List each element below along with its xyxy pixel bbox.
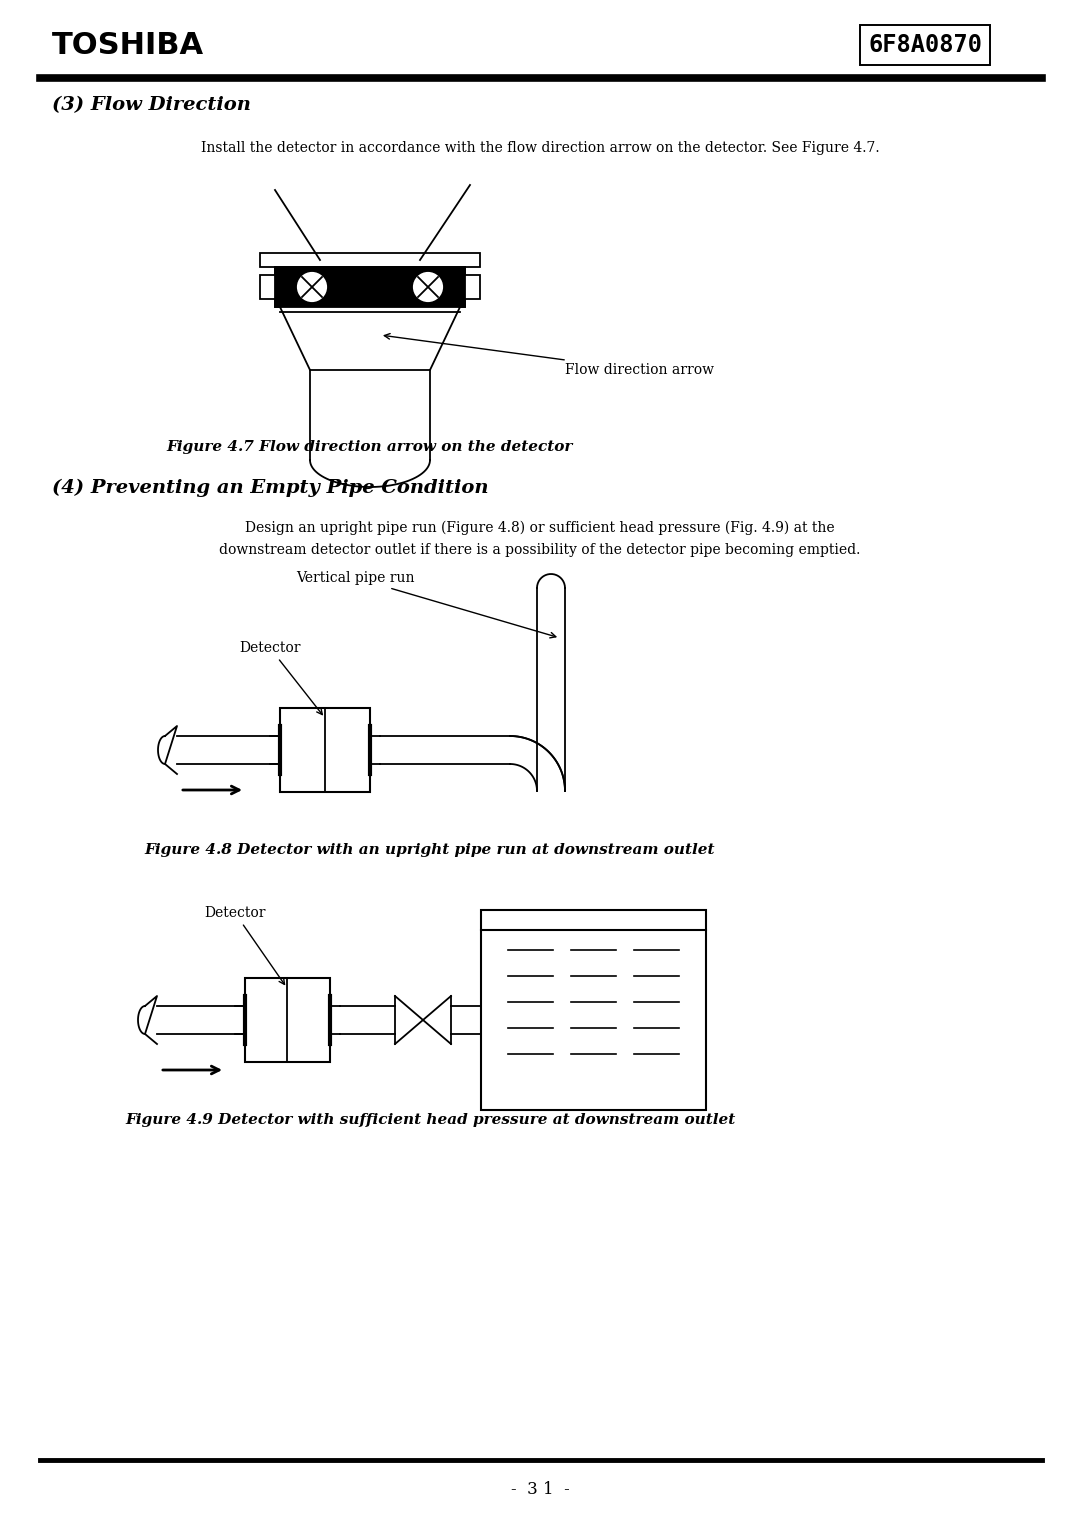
Text: Vertical pipe run: Vertical pipe run [297, 571, 556, 638]
Text: (3) Flow Direction: (3) Flow Direction [52, 96, 251, 115]
Bar [280, 709, 370, 793]
Text: Figure 4.7 Flow direction arrow on the detector: Figure 4.7 Flow direction arrow on the d… [166, 440, 573, 454]
Text: Detector: Detector [204, 906, 284, 985]
Text: Figure 4.8 Detector with an upright pipe run at downstream outlet: Figure 4.8 Detector with an upright pipe… [145, 843, 715, 857]
Bar [245, 977, 330, 1061]
Bar [481, 910, 706, 1110]
Text: -  3 1  -: - 3 1 - [511, 1481, 569, 1498]
Bar [275, 267, 465, 307]
Circle shape [296, 270, 328, 302]
Text: Design an upright pipe run (Figure 4.8) or sufficient head pressure (Fig. 4.9) a: Design an upright pipe run (Figure 4.8) … [245, 521, 835, 534]
Text: TOSHIBA: TOSHIBA [52, 31, 204, 60]
Text: 6F8A0870: 6F8A0870 [868, 34, 982, 56]
Bar [260, 253, 480, 267]
Circle shape [411, 270, 444, 302]
Text: Figure 4.9 Detector with sufficient head pressure at downstream outlet: Figure 4.9 Detector with sufficient head… [125, 1113, 735, 1127]
Bar [465, 275, 480, 299]
Text: Detector: Detector [240, 641, 322, 715]
Text: downstream detector outlet if there is a possibility of the detector pipe becomi: downstream detector outlet if there is a… [219, 544, 861, 557]
Text: Install the detector in accordance with the flow direction arrow on the detector: Install the detector in accordance with … [201, 140, 879, 156]
Bar [260, 275, 275, 299]
Text: Flow direction arrow: Flow direction arrow [384, 333, 714, 377]
Text: (4) Preventing an Empty Pipe Condition: (4) Preventing an Empty Pipe Condition [52, 479, 488, 498]
Polygon shape [280, 307, 460, 370]
Bar [275, 267, 465, 307]
